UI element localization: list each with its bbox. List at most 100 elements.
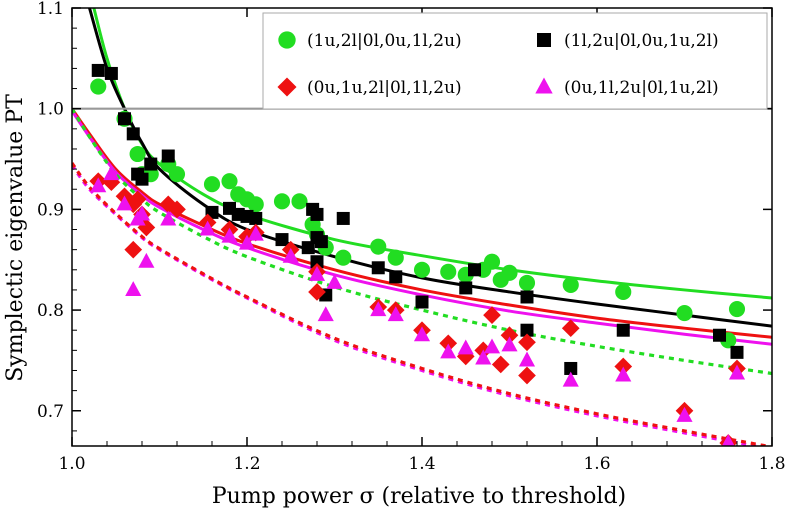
legend-label-4: (0u,1l,2u|0l,1u,2l) xyxy=(564,78,719,98)
point-s4-24 xyxy=(501,336,518,352)
point-s1-12 xyxy=(247,196,264,213)
point-s2-24 xyxy=(389,270,403,284)
x-tick-label-4: 1.6 xyxy=(583,454,610,474)
point-s2-3 xyxy=(118,112,131,126)
x-tick-label-1: 1.0 xyxy=(58,454,85,474)
point-s2-17 xyxy=(310,207,324,221)
point-s1-31 xyxy=(676,305,693,322)
point-s2-29 xyxy=(520,323,534,337)
point-s2-27 xyxy=(468,263,481,277)
point-s4-16 xyxy=(326,274,343,289)
point-s1-1 xyxy=(90,78,107,95)
point-s2-20 xyxy=(314,235,328,249)
legend: (1u,2l|0l,0u,1l,2u) (1l,2u|0l,0u,1u,2l) … xyxy=(262,12,768,110)
point-s4-21 xyxy=(457,339,474,355)
y-tick-label-5: 1.1 xyxy=(37,0,64,19)
x-axis-title: Pump power σ (relative to threshold) xyxy=(212,484,626,509)
point-s2-15 xyxy=(301,241,315,255)
point-s4-12 xyxy=(247,225,264,241)
point-s1-3 xyxy=(129,145,146,163)
legend-label-2: (1l,2u|0l,0u,1u,2l) xyxy=(564,31,719,51)
curve-red-dashed xyxy=(72,162,772,446)
point-s2-14 xyxy=(275,233,289,247)
point-s4-23 xyxy=(483,338,501,354)
curve-green-dashed xyxy=(72,107,772,376)
x-tick-label-5: 1.8 xyxy=(758,454,785,474)
legend-label-3: (0u,1u,2l|0l,1l,2u) xyxy=(307,78,462,98)
point-s3-6 xyxy=(128,190,147,209)
point-s4-8 xyxy=(160,210,177,226)
point-s4-20 xyxy=(440,343,457,359)
point-s1-13 xyxy=(273,193,291,210)
point-s4-14 xyxy=(308,265,326,281)
legend-box xyxy=(262,12,768,110)
point-s2-6 xyxy=(135,172,149,186)
point-s3-26 xyxy=(500,326,519,345)
point-s1-8 xyxy=(203,176,221,193)
point-s3-10 xyxy=(168,200,186,219)
point-s4-13 xyxy=(282,247,299,263)
curve-magenta-solid xyxy=(72,109,772,346)
legend-marker-3 xyxy=(277,77,297,97)
point-s4-1 xyxy=(90,177,107,193)
point-s2-1 xyxy=(91,63,105,77)
point-s1-9 xyxy=(221,173,238,190)
point-s2-28 xyxy=(520,290,534,304)
point-s4-29 xyxy=(721,434,735,446)
point-s2-30 xyxy=(564,361,578,375)
point-s1-28 xyxy=(518,274,536,291)
point-s4-28 xyxy=(676,406,693,422)
point-s4-9 xyxy=(199,220,216,236)
point-s3-24 xyxy=(483,306,501,324)
x-tick-label-3: 1.4 xyxy=(408,454,435,474)
point-s2-8 xyxy=(161,149,175,163)
point-s4-17 xyxy=(370,301,387,317)
point-s3-28 xyxy=(518,366,536,385)
point-s4-10 xyxy=(221,227,238,243)
point-s1-33 xyxy=(728,301,746,318)
point-s3-27 xyxy=(518,333,536,352)
point-s2-22 xyxy=(336,211,350,225)
point-s1-18 xyxy=(335,249,352,266)
point-s2-32 xyxy=(713,328,726,342)
point-s3-29 xyxy=(561,319,580,338)
point-s4-15 xyxy=(317,306,334,322)
legend-label-1: (1u,2l|0l,0u,1l,2u) xyxy=(307,31,462,51)
point-s1-19 xyxy=(370,238,387,255)
y-axis-title: Symplectic eigenvalue PT xyxy=(3,94,28,382)
point-s2-31 xyxy=(616,323,630,337)
legend-markers xyxy=(277,31,553,97)
point-s4-26 xyxy=(562,371,579,387)
point-s4-6 xyxy=(133,205,151,221)
point-s3-25 xyxy=(491,355,510,374)
point-s2-4 xyxy=(126,127,140,141)
y-tick-label-1: 0.7 xyxy=(37,402,64,422)
legend-marker-4 xyxy=(535,77,553,94)
point-s3-5 xyxy=(124,240,143,259)
y-tick-label-3: 0.9 xyxy=(37,200,64,220)
point-s2-23 xyxy=(371,261,385,275)
point-s4-30 xyxy=(728,364,746,380)
point-s3-17 xyxy=(308,283,326,301)
point-s4-11 xyxy=(238,234,256,250)
point-s2-26 xyxy=(459,281,473,295)
point-s4-3 xyxy=(116,195,133,211)
point-s2-19 xyxy=(310,255,324,269)
point-s1-29 xyxy=(562,276,579,293)
point-s4-19 xyxy=(413,326,431,342)
point-s1-14 xyxy=(291,193,308,210)
point-s2-13 xyxy=(249,211,263,225)
x-tick-label-2: 1.2 xyxy=(233,454,260,474)
y-tick-label-2: 0.8 xyxy=(37,301,64,321)
point-s2-7 xyxy=(144,157,158,171)
point-s4-2 xyxy=(103,165,120,181)
point-s1-7 xyxy=(168,166,186,183)
legend-marker-2 xyxy=(537,33,551,47)
point-s4-22 xyxy=(475,349,492,365)
point-s4-7 xyxy=(138,252,155,268)
point-s4-18 xyxy=(387,306,404,322)
point-s1-25 xyxy=(483,253,501,270)
point-s4-25 xyxy=(518,351,536,367)
data-points xyxy=(89,63,746,446)
